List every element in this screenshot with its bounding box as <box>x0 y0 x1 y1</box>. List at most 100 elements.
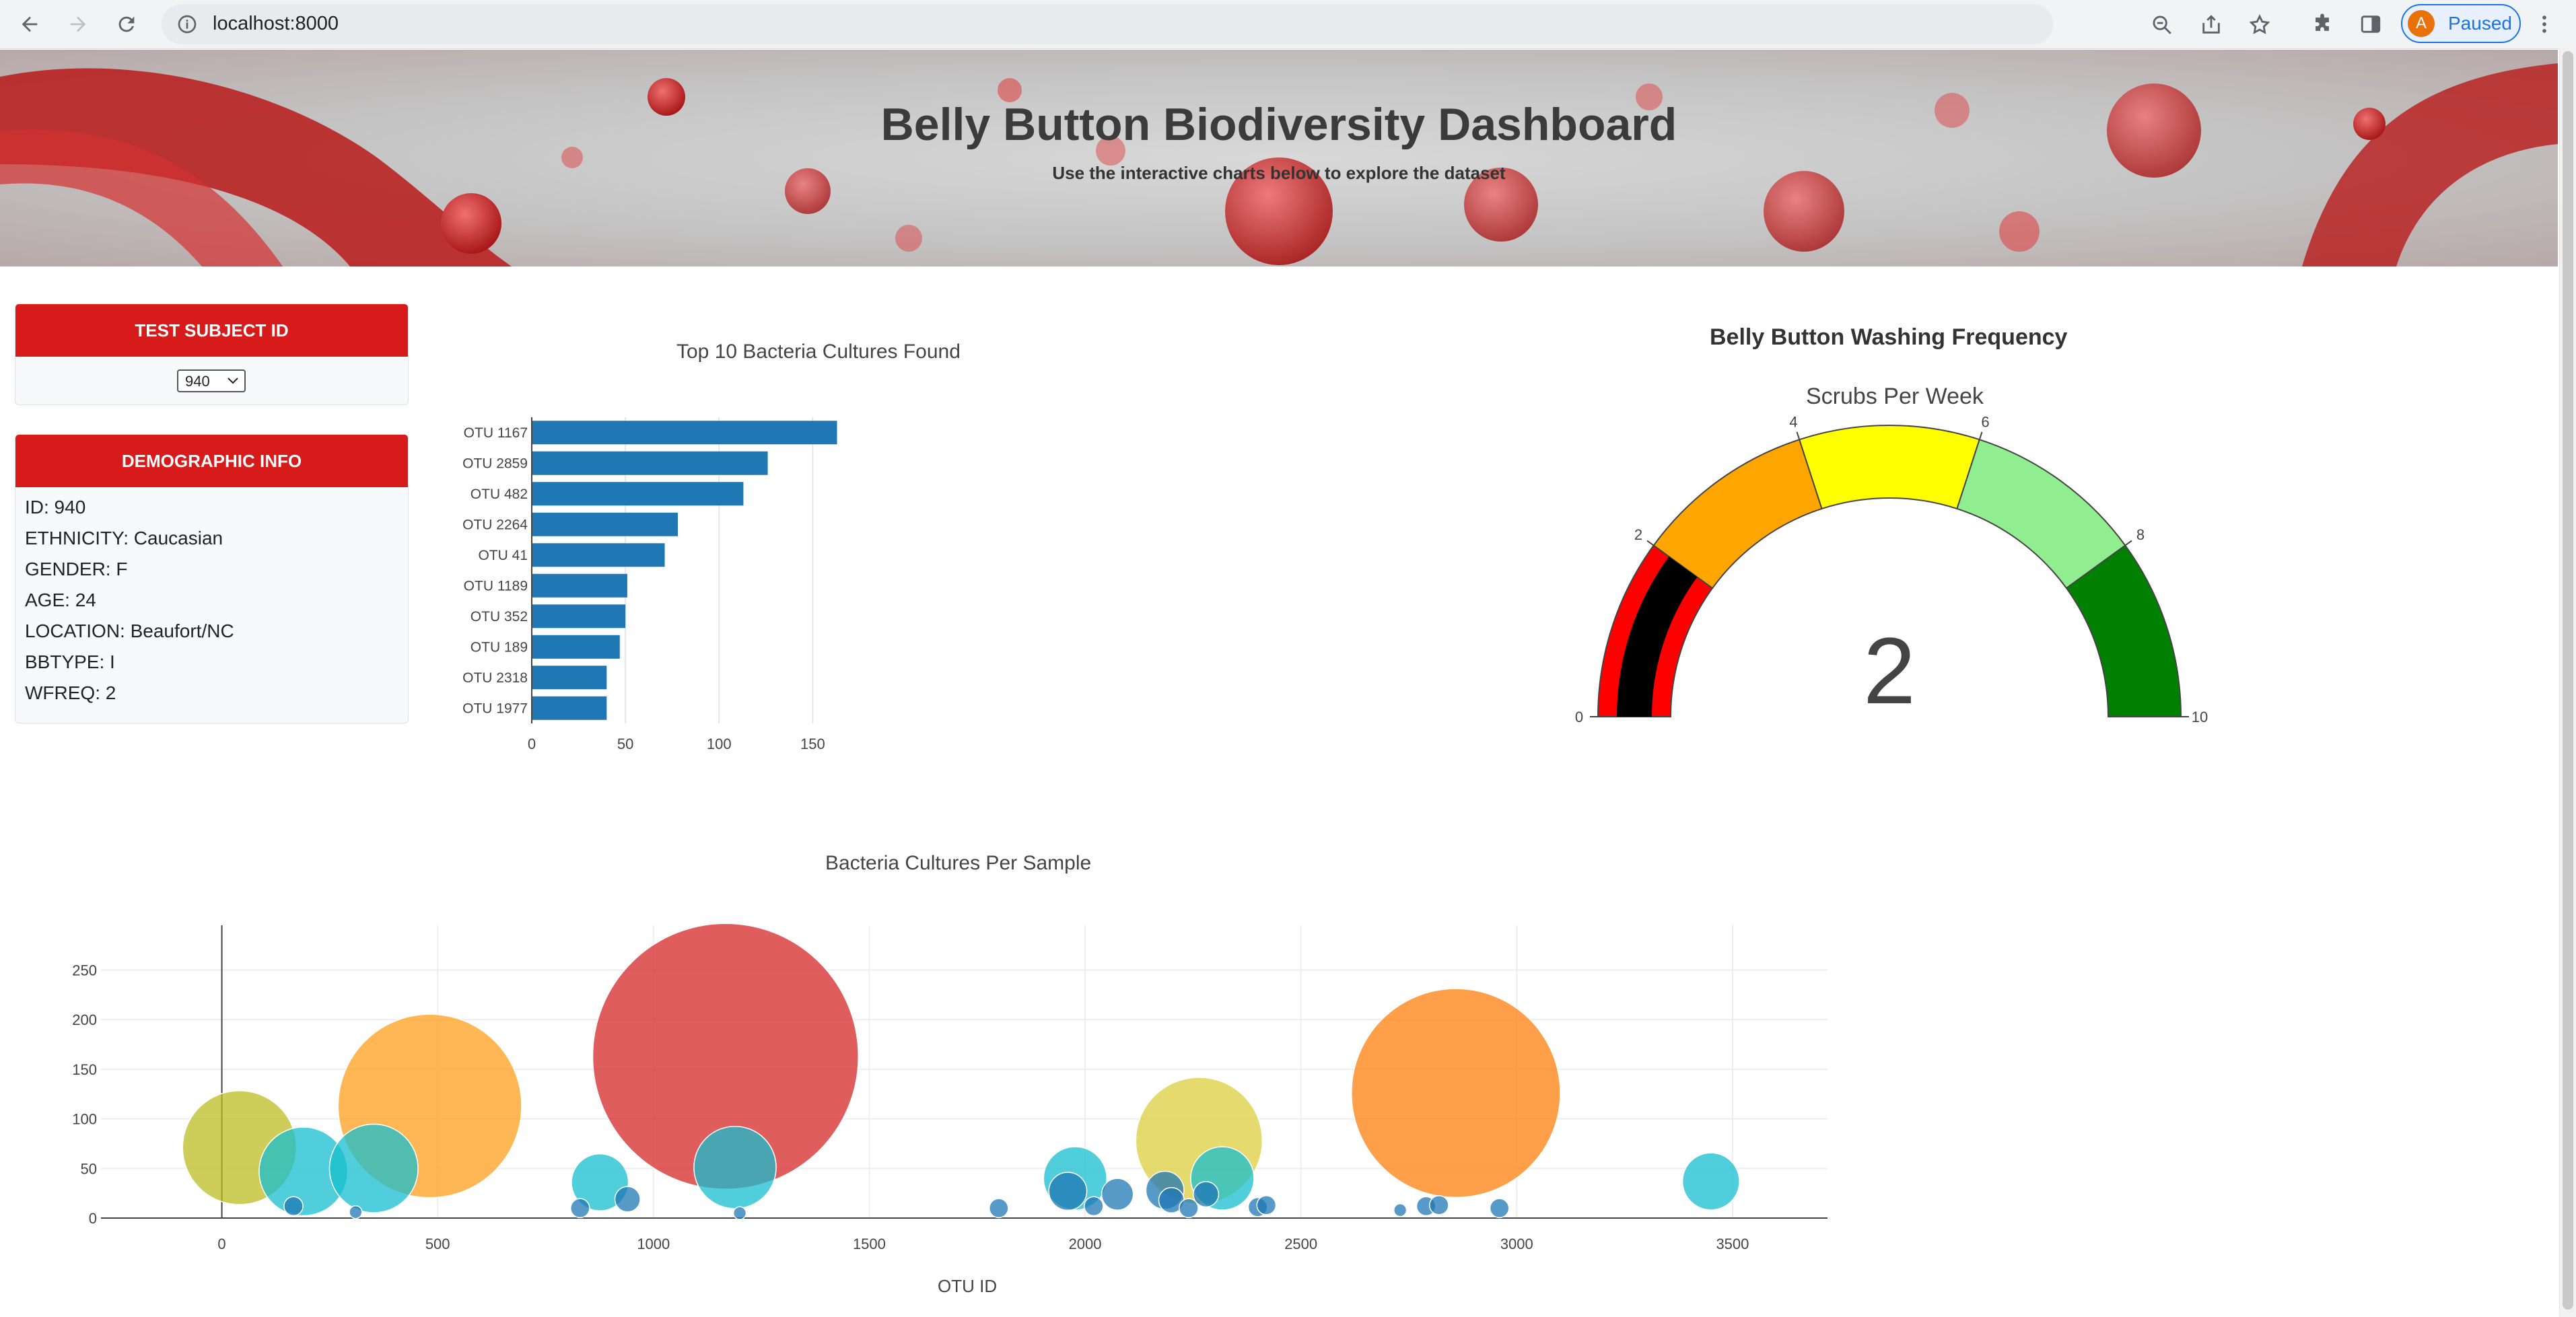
bubble-point <box>1193 1181 1220 1208</box>
bar <box>532 573 627 598</box>
info-icon[interactable] <box>176 13 198 35</box>
x-tick-label: 2000 <box>1069 1236 1102 1252</box>
scroll-thumb[interactable] <box>2563 51 2573 1310</box>
url-text[interactable]: localhost:8000 <box>213 13 339 34</box>
gauge-chart: 0 2 4 6 8 10 2 <box>1575 414 2208 725</box>
subject-id-panel: TEST SUBJECT ID 940 <box>15 304 409 405</box>
y-tick-label: 50 <box>81 1160 97 1177</box>
y-tick-label: 100 <box>72 1111 97 1128</box>
gauge-subtitle: Scrubs Per Week <box>1806 384 1984 409</box>
y-tick-label: OTU 2318 <box>462 670 528 686</box>
bubble-point <box>693 1125 777 1209</box>
x-tick-label: 50 <box>617 736 633 752</box>
subject-id-header: TEST SUBJECT ID <box>15 304 408 357</box>
bubble-point <box>349 1205 363 1219</box>
x-tick-label: 100 <box>707 736 732 752</box>
demo-age: AGE: 24 <box>25 590 96 610</box>
gauge-value: 2 <box>1863 618 1916 723</box>
profile-status: Paused <box>2448 13 2512 34</box>
bar <box>532 635 620 659</box>
profile-button[interactable]: A Paused <box>2401 4 2521 43</box>
gauge-tick <box>2124 540 2132 546</box>
bubble-chart-title: Bacteria Cultures Per Sample <box>825 852 1092 874</box>
demo-ethnicity: ETHNICITY: Caucasian <box>25 528 223 548</box>
demo-wfreq: WFREQ: 2 <box>25 682 116 703</box>
extensions-button[interactable] <box>2306 8 2338 40</box>
bubble-point <box>1048 1172 1088 1211</box>
bar <box>532 421 837 445</box>
arrow-right-icon <box>70 16 86 32</box>
bubble-point <box>1489 1198 1510 1219</box>
reload-button[interactable] <box>110 8 143 40</box>
bubble-chart: 0 500 1000 1500 2000 2500 3000 3500 0 50 100 150 200… <box>72 923 1827 1252</box>
bar-chart-title: Top 10 Bacteria Cultures Found <box>676 341 961 363</box>
bubble-point <box>1351 988 1561 1199</box>
gauge-tick <box>1646 540 1655 546</box>
x-tick-label: 150 <box>800 736 825 752</box>
subject-id-select[interactable]: 940 <box>177 369 246 392</box>
x-tick-label: 500 <box>425 1236 450 1252</box>
y-tick-label: OTU 1189 <box>464 578 528 594</box>
bubble-point <box>1179 1198 1199 1219</box>
y-tick-label: OTU 482 <box>471 487 528 502</box>
x-tick-label: 0 <box>528 736 536 752</box>
side-panel-button[interactable] <box>2355 8 2387 40</box>
bubble-point <box>328 1123 419 1213</box>
bar <box>532 604 626 629</box>
subject-id-value: 940 <box>185 373 210 390</box>
gauge-tick-label: 4 <box>1789 414 1797 431</box>
y-tick-label: OTU 2264 <box>462 517 528 532</box>
demo-id: ID: 940 <box>25 497 86 518</box>
gauge-value-bar <box>1617 556 1698 717</box>
bubble-point <box>1429 1195 1449 1215</box>
page-title: Belly Button Biodiversity Dashboard <box>880 99 1677 150</box>
forward-button[interactable] <box>62 8 94 40</box>
x-tick-label: 3500 <box>1716 1236 1749 1252</box>
puzzle-icon <box>2316 13 2329 31</box>
x-tick-label: 1000 <box>637 1236 670 1252</box>
y-tick-label: OTU 1977 <box>462 701 528 716</box>
reload-icon <box>118 16 135 32</box>
zoom-icon[interactable] <box>2151 13 2173 36</box>
bubble-point <box>1101 1178 1134 1211</box>
gauge-title: Belly Button Washing Frequency <box>1710 324 2068 350</box>
y-tick-label: 250 <box>72 962 97 978</box>
browser-menu-button[interactable] <box>2531 8 2558 40</box>
bubble-point <box>1681 1152 1740 1211</box>
page-scrollbar[interactable] <box>2559 48 2576 1317</box>
bubble-point <box>1393 1203 1407 1217</box>
gauge-tick-label: 2 <box>1634 526 1642 543</box>
gauge-tick <box>1796 431 1801 440</box>
header-banner: Belly Button Biodiversity Dashboard Use … <box>0 50 2558 266</box>
y-tick-label: OTU 352 <box>471 609 528 625</box>
gauge-tick-label: 6 <box>1981 414 1989 431</box>
gauge-tick <box>1978 431 1983 440</box>
gauge-tick-label: 10 <box>2192 709 2208 725</box>
demo-gender: GENDER: F <box>25 559 128 579</box>
gauge-tick-label: 0 <box>1575 709 1583 725</box>
bar <box>532 482 744 506</box>
y-tick-label: OTU 189 <box>471 639 528 655</box>
demographic-header: DEMOGRAPHIC INFO <box>15 435 408 487</box>
back-button[interactable] <box>13 8 46 40</box>
y-tick-label: OTU 2859 <box>462 456 528 471</box>
y-tick-label: OTU 41 <box>478 548 528 563</box>
x-tick-label: 3000 <box>1500 1236 1533 1252</box>
chevron-down-icon <box>228 378 238 384</box>
address-bar[interactable]: localhost:8000 <box>162 4 2270 44</box>
x-tick-label: 0 <box>217 1236 225 1252</box>
arrow-left-icon <box>22 16 38 32</box>
gauge-tick-label: 8 <box>2136 526 2145 543</box>
more-vert-icon <box>2542 15 2546 33</box>
gauge-step <box>1798 425 1981 510</box>
x-tick-label: 2500 <box>1284 1236 1317 1252</box>
bar <box>532 512 678 536</box>
bar <box>532 696 607 720</box>
y-tick-label: 0 <box>89 1210 97 1227</box>
share-icon[interactable] <box>2200 13 2223 36</box>
bar-chart: 0 50 100 150 OTU 1167 OTU 2859 OTU 482 OTU 2264… <box>462 417 837 752</box>
demo-bbtype: BBTYPE: I <box>25 651 115 672</box>
virus-banner-image <box>0 63 2558 266</box>
bookmark-star-icon[interactable] <box>2248 13 2271 36</box>
y-tick-label: 150 <box>72 1061 97 1078</box>
